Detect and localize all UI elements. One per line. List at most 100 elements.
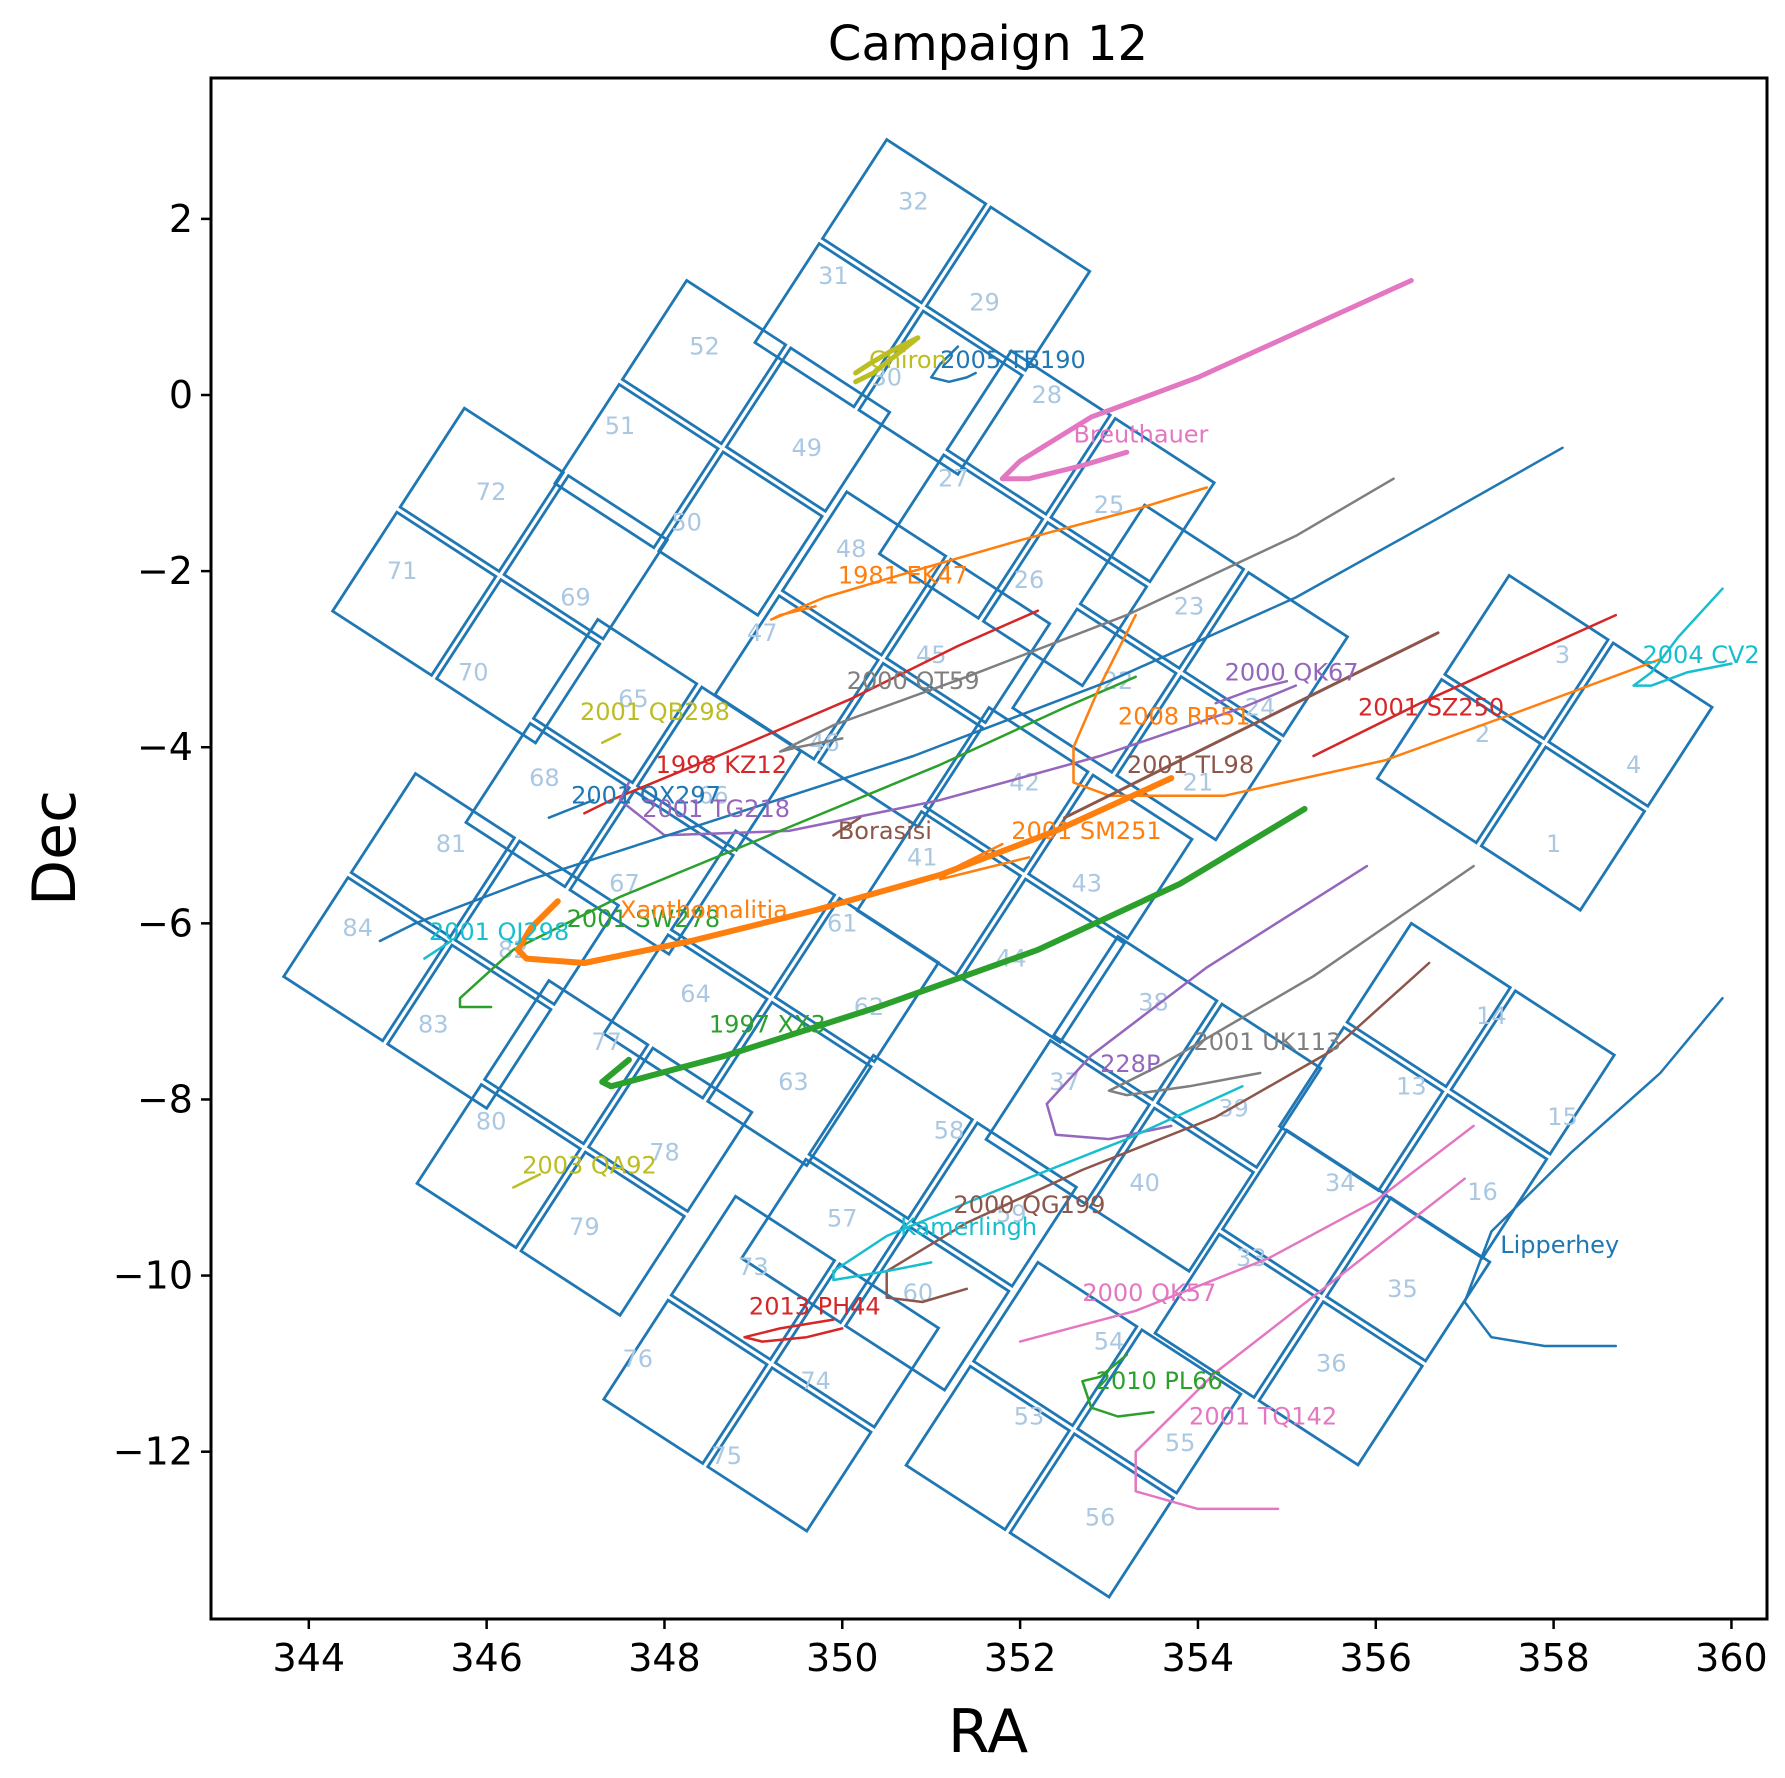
channel-label: 57: [827, 1204, 858, 1232]
channel-label: 48: [836, 535, 867, 563]
channel-label: 31: [818, 262, 849, 290]
channel-label: 41: [907, 843, 938, 871]
trajectory-line: [1312, 613, 1618, 758]
channel-label: 84: [342, 914, 373, 942]
footprint-channel: [1449, 988, 1617, 1156]
footprint-channel: [1324, 1195, 1492, 1363]
footprint-channel: [1375, 677, 1543, 845]
footprint-channel: [552, 382, 721, 550]
object-label: Kamerlingh: [900, 1213, 1037, 1241]
footprint-channel: [482, 978, 650, 1146]
trajectory-line: [599, 805, 1308, 1090]
object-label: Borasisi: [838, 817, 932, 845]
x-tick-label: 356: [1340, 1636, 1413, 1680]
footprint-channel: [519, 1150, 687, 1318]
trajectory-line: [853, 335, 921, 385]
x-tick-label: 346: [450, 1636, 523, 1680]
footprint-channel: [656, 450, 825, 618]
footprint-channel: [807, 1053, 975, 1221]
footprint-channel: [843, 1224, 1011, 1393]
trajectory-line: [378, 446, 1564, 943]
footprint-channel: [984, 1038, 1152, 1206]
footprint-channel: [780, 489, 948, 657]
channel-label: 47: [747, 619, 778, 647]
footprint-module: [1375, 573, 1715, 913]
object-label: 2004 CV2: [1643, 641, 1760, 669]
channel-label: 60: [903, 1279, 934, 1307]
channel-label: 21: [1183, 768, 1214, 796]
footprint-channel: [415, 1082, 583, 1250]
trajectory-line: [832, 816, 862, 837]
footprint-channel: [1345, 921, 1513, 1089]
footprint-channel: [434, 577, 602, 745]
channel-label: 64: [680, 980, 711, 1008]
object-label: 2001 SW278: [567, 905, 720, 933]
trajectory-line: [512, 1173, 542, 1189]
trajectory-line: [999, 278, 1414, 482]
channel-label: 81: [436, 830, 467, 858]
channel-label: 73: [738, 1253, 769, 1281]
object-label: 1981 EK47: [838, 562, 968, 590]
trajectory-line: [778, 477, 1395, 753]
footprint-module: [601, 1194, 941, 1533]
footprint-channel: [1182, 570, 1350, 738]
footprint-channel: [971, 1260, 1139, 1428]
trajectory-line: [618, 684, 1298, 837]
footprint-module: [752, 137, 1092, 477]
object-label: Breuthauer: [1073, 421, 1208, 449]
footprint-channel: [669, 1194, 837, 1362]
y-axis-label: Dec: [20, 790, 90, 906]
y-tick-label: −10: [113, 1254, 193, 1298]
object-label: 2001 QX297: [571, 782, 721, 810]
footprint-channel: [1075, 1327, 1243, 1495]
footprint-channel: [330, 510, 498, 678]
channel-label: 51: [605, 412, 636, 440]
object-label: Lipperhey: [1500, 1231, 1619, 1259]
object-label: 2001 TG218: [642, 795, 790, 823]
channel-label: 38: [1138, 989, 1169, 1017]
footprint-channel: [1153, 1232, 1321, 1400]
trajectory-line: [1214, 679, 1289, 705]
channel-label: 75: [711, 1442, 742, 1470]
channel-label: 15: [1547, 1103, 1578, 1131]
channel-label: 68: [529, 764, 560, 792]
y-tick-label: 2: [169, 197, 193, 241]
object-label: 228P: [1100, 1050, 1160, 1078]
footprint-channel: [1088, 1106, 1256, 1274]
channel-label: 67: [609, 870, 640, 898]
trajectory-line: [743, 1318, 844, 1343]
object-label: 2005 TB190: [940, 346, 1086, 374]
plot-frame: [209, 76, 1769, 1621]
footprint-channel: [705, 1365, 873, 1533]
object-label: 2000 QK57: [1082, 1279, 1216, 1307]
trajectory-line: [1018, 1124, 1475, 1343]
trajectory-line: [1063, 631, 1440, 820]
x-tick-label: 350: [806, 1636, 879, 1680]
object-label: 1997 XX3: [709, 1011, 826, 1039]
y-tick-label: −2: [137, 549, 193, 593]
channel-label: 32: [898, 187, 929, 215]
object-label: Xanthomalitia: [620, 896, 788, 924]
channel-label: 1: [1546, 830, 1561, 858]
x-tick-label: 348: [628, 1636, 701, 1680]
footprint-channel: [1546, 641, 1715, 809]
footprint-channel: [502, 473, 670, 641]
channel-label: 53: [1014, 1402, 1045, 1430]
channel-label: 36: [1316, 1350, 1347, 1378]
footprint: [281, 137, 1715, 1599]
footprint-channel: [601, 932, 769, 1100]
footprint-channel: [904, 1364, 1072, 1532]
channel-label: 63: [778, 1068, 809, 1096]
channel-label: 80: [476, 1107, 507, 1135]
channel-label: 83: [418, 1011, 449, 1039]
footprint-channel: [385, 943, 553, 1111]
footprint-channel: [635, 685, 803, 853]
y-tick-label: −8: [137, 1077, 193, 1121]
footprint-channel: [1479, 745, 1647, 913]
object-label: 1998 KZ12: [656, 751, 787, 779]
object-label: 2001 SZ250: [1358, 694, 1504, 722]
channel-label: 50: [671, 509, 702, 537]
footprint-channel: [669, 828, 837, 996]
trajectory-line: [458, 675, 1137, 1009]
